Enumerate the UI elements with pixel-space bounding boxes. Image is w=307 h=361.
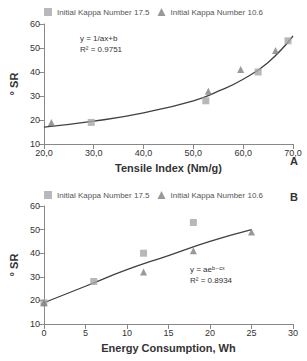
svg-text:60: 60	[30, 201, 40, 211]
svg-text:10: 10	[122, 328, 132, 338]
svg-text:Initial Kappa Number 17.5: Initial Kappa Number 17.5	[57, 191, 150, 200]
svg-text:5: 5	[83, 328, 88, 338]
svg-text:Tensile Index (Nm/g): Tensile Index (Nm/g)	[115, 162, 222, 174]
svg-text:60,0: 60,0	[234, 148, 252, 158]
svg-text:20: 20	[205, 328, 215, 338]
svg-text:30: 30	[30, 272, 40, 282]
svg-text:40: 40	[30, 248, 40, 258]
svg-text:60: 60	[30, 19, 40, 29]
svg-text:50,0: 50,0	[185, 148, 203, 158]
svg-text:A: A	[290, 155, 298, 167]
svg-text:20,0: 20,0	[35, 148, 53, 158]
svg-text:0: 0	[41, 328, 46, 338]
svg-text:20: 20	[30, 115, 40, 125]
svg-text:B: B	[290, 191, 298, 203]
svg-text:10: 10	[30, 319, 40, 329]
svg-text:R² = 0.9751: R² = 0.9751	[80, 45, 123, 54]
svg-text:50: 50	[30, 225, 40, 235]
svg-text:Initial Kappa Number 10.6: Initial Kappa Number 10.6	[171, 191, 264, 200]
svg-text:y = aeᵇ⁻ᶜˣ: y = aeᵇ⁻ᶜˣ	[190, 265, 225, 274]
svg-text:40: 40	[30, 67, 40, 77]
svg-text:50: 50	[30, 43, 40, 53]
svg-text:30,0: 30,0	[85, 148, 103, 158]
svg-text:y = 1/ax+b: y = 1/ax+b	[80, 34, 118, 43]
svg-text:70,0: 70,0	[284, 147, 302, 158]
svg-text:30: 30	[288, 328, 298, 338]
svg-text:Energy Consumption, Wh: Energy Consumption, Wh	[101, 342, 236, 354]
svg-text:15: 15	[163, 328, 173, 338]
svg-text:25: 25	[246, 328, 256, 338]
svg-text:Initial Kappa Number 17.5: Initial Kappa Number 17.5	[57, 8, 150, 17]
svg-text:° SR: ° SR	[8, 254, 20, 277]
svg-text:30: 30	[30, 91, 40, 101]
svg-text:Initial Kappa Number 10.6: Initial Kappa Number 10.6	[171, 8, 264, 17]
svg-text:R² = 0.8934: R² = 0.8934	[190, 276, 233, 285]
svg-text:° SR: ° SR	[8, 73, 20, 96]
svg-text:10: 10	[29, 139, 40, 149]
svg-text:20: 20	[30, 295, 40, 305]
svg-text:40,0: 40,0	[135, 148, 153, 158]
